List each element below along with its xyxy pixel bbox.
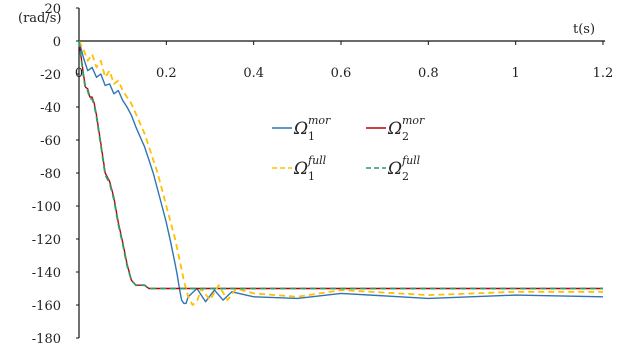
legend-subscript: 2 (402, 170, 409, 183)
x-tick-label: 0.6 (331, 66, 352, 81)
legend-symbol: Ω (387, 119, 402, 139)
x-tick-label: 1 (512, 66, 520, 81)
x-tick-label: 1.2 (593, 66, 614, 81)
legend-subscript: 1 (308, 130, 315, 143)
series-lines (78, 40, 604, 306)
y-tick-label: -60 (40, 134, 61, 149)
x-tick-label: 0.2 (156, 66, 177, 81)
legend-superscript: full (401, 154, 421, 167)
legend-symbol: Ω (387, 159, 402, 179)
series-line-1 (78, 40, 604, 305)
y-tick-label: 20 (44, 2, 61, 17)
x-tick-label: 0.4 (243, 66, 264, 81)
legend-superscript: full (307, 154, 327, 167)
y-tick-label: 0 (53, 35, 61, 50)
legend-symbol: Ω (293, 159, 308, 179)
y-tick-label: -160 (32, 299, 61, 314)
series-line-4 (78, 40, 603, 290)
legend-superscript: mor (308, 114, 331, 127)
y-tick-label: -80 (40, 167, 61, 182)
y-tick-label: -40 (40, 101, 61, 116)
y-axis-label: (rad/s) (18, 11, 61, 26)
legend-subscript: 2 (402, 130, 409, 143)
legend-superscript: mor (402, 114, 425, 127)
y-tick-label: -140 (32, 266, 61, 281)
y-tick-label: -120 (32, 233, 61, 248)
x-axis-label: t(s) (573, 22, 595, 37)
axes (78, 8, 605, 338)
x-tick-label: 0.8 (418, 66, 439, 81)
legend-symbol: Ω (293, 119, 308, 139)
legend-subscript: 1 (308, 170, 315, 183)
y-tick-label: -180 (32, 332, 61, 347)
series-line-3 (78, 40, 603, 306)
y-tick-label: -20 (40, 68, 61, 83)
y-tick-label: -100 (32, 200, 61, 215)
x-axis-ticks: 00.20.40.60.811.2 (75, 41, 613, 81)
y-axis-ticks: 20 0 -20 -40 -60 -80 -100 -120 -140 -160 -180 (32, 2, 79, 347)
